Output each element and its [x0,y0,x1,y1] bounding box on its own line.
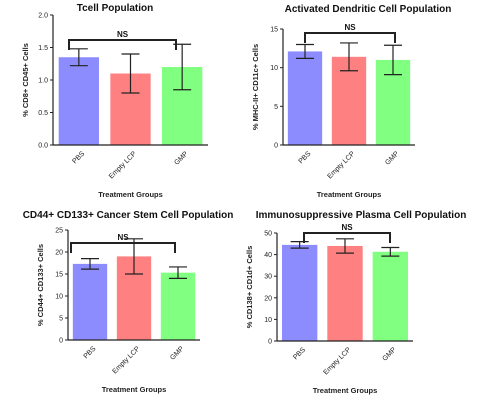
x-tick-label: GMP [173,150,189,166]
chart-panel-2: Activated Dendritic Cell Population PBS Em… [251,4,451,199]
significance-bracket: NS [304,23,396,43]
chart-panel-1: Tcell Population PBS Empty LCP GMP 0.0 0.5 1.0… [21,3,208,199]
y-tick-label: 25 [55,228,63,235]
y-axis-label: % CD138+ CD1d+ Cells [245,246,254,329]
y-tick-label: 40 [264,252,272,259]
error-bar [381,246,400,257]
y-tick-label: 15 [55,272,63,279]
x-tick-label: PBS [292,346,307,361]
y-tick-label: 5 [274,104,278,111]
y-axis-label: % CD44+ CD133+ Cells [36,244,45,326]
y-tick-label: 20 [55,250,63,257]
error-bar [125,238,143,275]
y-tick-label: 0 [268,339,272,346]
bar-pbs [58,57,99,145]
error-bar [296,43,314,59]
x-axis-label: Treatment Groups [98,190,163,199]
chart-title: Activated Dendritic Cell Population [285,4,452,15]
y-tick-label: 0 [274,143,278,150]
x-tick-label: PBS [71,150,86,165]
error-bar [336,238,354,254]
y-tick-label: 10 [270,65,278,72]
bar-empty-lcp [331,56,367,146]
y-tick-label: 30 [264,274,272,281]
y-tick-label: 50 [264,231,272,238]
error-bar [290,241,309,249]
x-axis-label: Treatment Groups [313,386,378,395]
chart-title: Immunosuppressive Plasma Cell Population [256,210,467,221]
bar-empty-lcp [327,245,363,341]
x-tick-label: GMP [169,345,185,361]
significance-label: NS [117,233,129,242]
x-tick-label: GMP [382,346,398,362]
x-tick-label: Empty LCP [111,345,141,375]
x-tick-label: Empty LCP [326,150,356,180]
error-bar [121,53,140,94]
y-tick-label: 0.5 [38,110,48,117]
y-tick-label: 5 [59,316,63,323]
significance-bracket: NS [303,223,391,243]
chart-panel-3: CD44+ CD133+ Cancer Stem Cell Population… [23,210,234,394]
error-bar [384,44,402,76]
bar-pbs [287,51,323,145]
bar-gmp [160,272,196,340]
y-tick-label: 1.5 [38,45,48,52]
error-bar [69,48,88,67]
y-tick-label: 10 [264,317,272,324]
significance-bracket: NS [70,233,176,253]
significance-label: NS [341,223,353,232]
chart-title: CD44+ CD133+ Cancer Stem Cell Population [23,210,234,221]
y-tick-label: 1.0 [38,78,48,85]
x-tick-label: Empty LCP [108,150,138,180]
y-tick-label: 0.0 [38,143,48,150]
x-axis-label: Treatment Groups [317,190,382,199]
significance-label: NS [344,23,356,32]
x-tick-label: GMP [384,150,400,166]
chart-title: Tcell Population [77,3,153,14]
error-bar [340,42,358,72]
x-axis-label: Treatment Groups [102,385,167,394]
significance-bracket: NS [68,30,177,50]
error-bar [169,266,187,279]
error-bar [81,258,99,270]
y-tick-label: 15 [270,27,278,34]
chart-panel-4: Immunosuppressive Plasma Cell Population… [245,210,466,395]
x-tick-label: Empty LCP [322,346,352,376]
x-tick-label: PBS [83,345,98,360]
x-tick-label: PBS [298,150,313,165]
y-axis-label: % CD8+ CD45+ Cells [21,43,30,117]
y-axis-label: % MHC-II+ CD11c+ Cells [251,44,260,130]
bar-gmp [372,251,409,341]
y-tick-label: 2.0 [38,13,48,20]
bar-pbs [281,244,318,341]
y-tick-label: 10 [55,294,63,301]
y-tick-label: 0 [59,338,63,345]
y-tick-label: 20 [264,295,272,302]
bar-pbs [72,263,108,340]
significance-label: NS [117,30,129,39]
